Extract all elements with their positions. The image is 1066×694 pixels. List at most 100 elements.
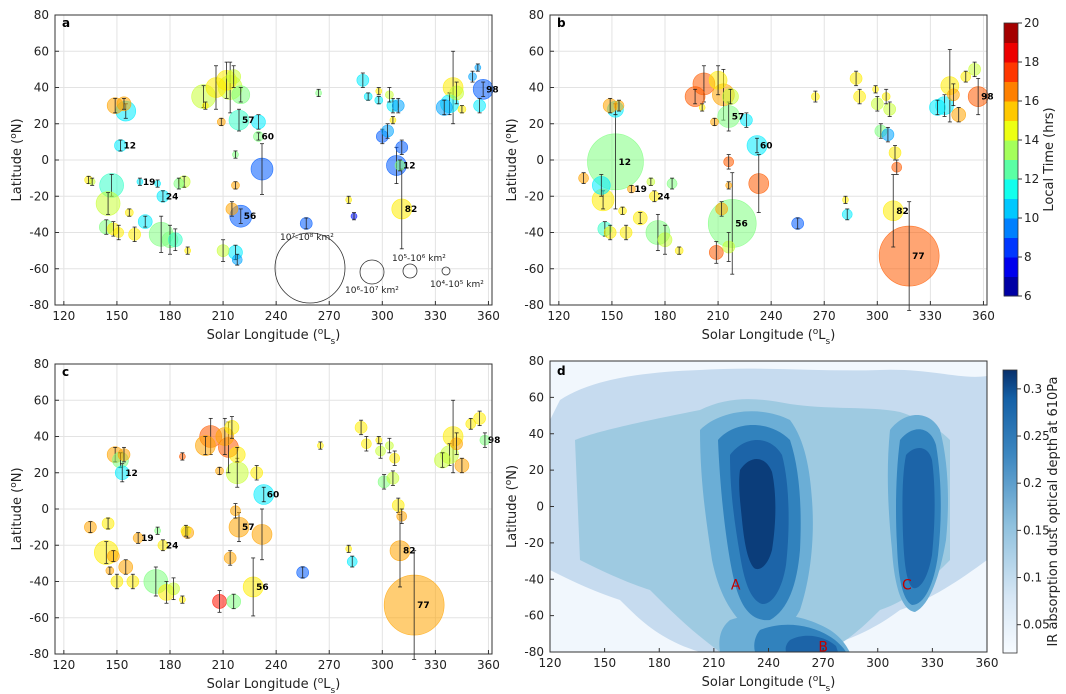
x-tick-label: 180 [159, 658, 182, 672]
bubble-label: 12 [123, 142, 136, 152]
x-tick-label: 300 [371, 658, 394, 672]
y-tick-label: 40 [34, 81, 49, 95]
y-tick-label: 20 [529, 117, 544, 131]
y-tick-label: 20 [34, 117, 49, 131]
y-tick-label: -40 [29, 226, 49, 240]
size-legend-label: 10⁵-10⁶ km² [392, 254, 446, 264]
colorbar-swatch [1004, 237, 1018, 258]
bubble-label: 82 [405, 205, 418, 215]
y-tick-label: -40 [524, 226, 544, 240]
y-axis-label: Latitude (oN) [504, 118, 520, 201]
y-tick-label: -60 [29, 611, 49, 625]
x-tick-label: 270 [813, 309, 836, 323]
y-tick-label: 60 [34, 393, 49, 407]
bubble-label: 19 [634, 185, 647, 195]
y-tick-label: 0 [41, 502, 49, 516]
y-tick-label: -40 [524, 572, 544, 586]
x-tick-label: 120 [547, 309, 570, 323]
colorbar-tick-label: 0.1 [1023, 571, 1042, 585]
y-tick-label: 0 [41, 153, 49, 167]
colorbar-tick-label: 0.3 [1023, 382, 1042, 396]
y-tick-label: -60 [524, 609, 544, 623]
x-tick-label: 180 [648, 656, 671, 670]
panel-letter: a [62, 16, 70, 30]
y-axis-label: Latitude (oN) [9, 118, 25, 201]
y-tick-label: 80 [529, 354, 544, 368]
colorbar-swatch [1004, 101, 1018, 121]
colorbar-title: IR absorption dust optical depth at 610P… [1046, 376, 1061, 646]
colorbar-tick-label: 20 [1024, 16, 1039, 30]
bubble-label: 24 [166, 541, 179, 551]
x-tick-label: 210 [212, 309, 235, 323]
y-tick-label: 0 [536, 500, 544, 514]
colorbar-swatch [1004, 120, 1018, 141]
y-tick-label: -40 [29, 575, 49, 589]
colorbar-title: Local Time (hrs) [1042, 107, 1057, 211]
x-tick-label: 150 [593, 656, 616, 670]
bubble-label: 77 [912, 252, 925, 262]
y-tick-label: -80 [524, 645, 544, 659]
bubble-label: 57 [732, 113, 745, 123]
colorbar-swatch [1004, 257, 1018, 277]
y-tick-label: -60 [29, 262, 49, 276]
y-tick-label: 20 [529, 463, 544, 477]
x-tick-label: 120 [52, 309, 75, 323]
x-tick-label: 330 [424, 309, 447, 323]
bubble-label: 19 [141, 534, 154, 544]
y-tick-label: -60 [524, 262, 544, 276]
region-annotation: A [731, 578, 741, 594]
x-tick-label: 360 [477, 658, 500, 672]
x-tick-label: 360 [477, 309, 500, 323]
y-tick-label: 0 [536, 153, 544, 167]
x-tick-label: 270 [318, 658, 341, 672]
bubble-label: 82 [403, 547, 416, 557]
bubble-label: 19 [143, 178, 156, 188]
bubble-label: 12 [403, 161, 416, 171]
x-tick-label: 300 [371, 309, 394, 323]
x-tick-label: 240 [265, 309, 288, 323]
y-tick-label: 80 [34, 8, 49, 22]
bubble-label: 77 [417, 601, 430, 611]
region-annotation: B [818, 640, 828, 656]
colorbar-tick-label: 16 [1024, 94, 1039, 108]
colorbar-tick-label: 8 [1024, 250, 1032, 264]
size-legend-circle [274, 232, 346, 304]
y-tick-label: -80 [524, 298, 544, 312]
bubble-label: 56 [244, 212, 257, 222]
y-tick-label: -80 [29, 647, 49, 661]
x-tick-label: 150 [105, 309, 128, 323]
colorbar-swatch [1004, 159, 1018, 180]
x-tick-label: 330 [921, 656, 944, 670]
bubble-label: 82 [896, 207, 909, 217]
bubble-label: 56 [256, 583, 269, 593]
bubble-label: 56 [735, 219, 748, 229]
y-tick-label: 40 [529, 427, 544, 441]
x-tick-label: 270 [812, 656, 835, 670]
optical-depth-colorbar: 0.05 0.1 0.15 0.2 0.25 0.3 IR absorption dust … [1002, 369, 1061, 654]
x-tick-label: 300 [866, 656, 889, 670]
bubble-label: 98 [488, 436, 501, 446]
y-tick-label: 40 [34, 430, 49, 444]
colorbar-tick-label: 10 [1024, 211, 1039, 225]
x-axis-label: Solar Longitude (oLs) [207, 676, 341, 694]
colorbar-swatch [1004, 62, 1018, 82]
x-tick-label: 300 [866, 309, 889, 323]
x-tick-label: 360 [976, 656, 999, 670]
local-time-colorbar: 6 8 10 12 14 16 18 20 Local Time (hrs) [1003, 16, 1057, 303]
colorbar-swatch [1004, 42, 1018, 63]
colorbar-tick-label: 0.15 [1023, 523, 1050, 537]
x-tick-label: 120 [52, 658, 75, 672]
x-tick-label: 180 [159, 309, 182, 323]
colorbar-tick-label: 0.2 [1023, 476, 1042, 490]
optical-depth-colorbar-gradient [1002, 369, 1018, 654]
y-tick-label: 80 [529, 8, 544, 22]
x-tick-label: 240 [757, 656, 780, 670]
size-legend-circle [441, 266, 451, 276]
colorbar-tick-label: 18 [1024, 55, 1039, 69]
bubble-label: 24 [166, 192, 179, 202]
y-tick-label: 20 [34, 466, 49, 480]
x-tick-label: 240 [760, 309, 783, 323]
